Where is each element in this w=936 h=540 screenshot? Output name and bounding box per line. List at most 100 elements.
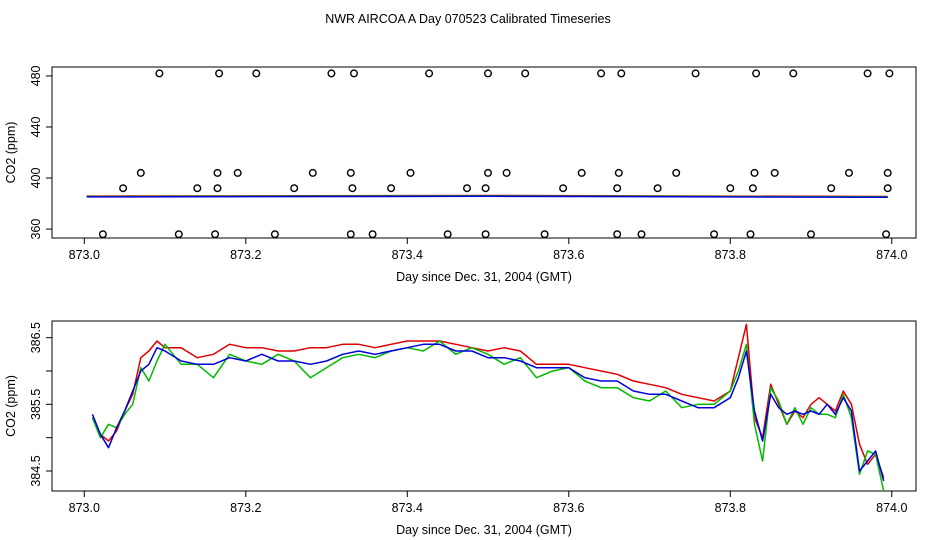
series-line-blue (91, 343, 885, 482)
scatter-point (750, 168, 759, 177)
top-x-tick-label: 873.8 (715, 248, 746, 262)
bottom-y-axis-label: CO2 (ppm) (4, 375, 18, 437)
scatter-point (807, 230, 816, 239)
bottom-x-tick-label: 873.4 (392, 501, 423, 515)
scatter-point (443, 230, 452, 239)
scatter-point (577, 168, 586, 177)
scatter-point (350, 69, 359, 78)
top-panel: 873.0 873.2 873.4 873.6 873.8 874.0 360 400 440… (4, 65, 917, 284)
series-line-green (91, 340, 885, 492)
scatter-point (155, 69, 164, 78)
top-x-tick-label: 873.6 (553, 248, 584, 262)
scatter-point (521, 69, 530, 78)
top-y-tick-label: 360 (29, 219, 43, 240)
top-y-axis: 360 400 440 480 (29, 65, 52, 239)
scatter-point (710, 230, 719, 239)
top-y-tick-label: 440 (29, 117, 43, 138)
scatter-point (348, 184, 357, 193)
scatter-point (746, 230, 755, 239)
scatter-point (863, 69, 872, 78)
scatter-point (174, 230, 183, 239)
scatter-point (637, 230, 646, 239)
scatter-point (827, 184, 836, 193)
scatter-point (845, 168, 854, 177)
scatter-point (653, 184, 662, 193)
top-scatter-points (98, 69, 894, 239)
scatter-point (770, 168, 779, 177)
scatter-point (540, 230, 549, 239)
scatter-point (406, 168, 415, 177)
bottom-y-tick-label: 385.5 (29, 389, 43, 420)
bottom-y-axis: 384.5 385.5 386.5 (29, 322, 52, 487)
scatter-point (213, 184, 222, 193)
scatter-point (463, 184, 472, 193)
scatter-point (211, 230, 220, 239)
bottom-panel: 873.0 873.2 873.4 873.6 873.8 874.0 384.5 385.… (4, 320, 917, 537)
bottom-series-lines (91, 323, 885, 492)
scatter-point (233, 168, 242, 177)
scatter-point (748, 184, 757, 193)
scatter-point (193, 184, 202, 193)
top-series-lines (86, 194, 888, 199)
scatter-point (597, 69, 606, 78)
top-y-axis-label: CO2 (ppm) (4, 122, 18, 184)
scatter-point (213, 168, 222, 177)
bottom-x-axis-label: Day since Dec. 31, 2004 (GMT) (396, 523, 572, 537)
scatter-point (290, 184, 299, 193)
top-x-axis: 873.0 873.2 873.4 873.6 873.8 874.0 (69, 238, 907, 262)
chart-title: NWR AIRCOA A Day 070523 Calibrated Times… (325, 12, 611, 26)
scatter-point (346, 230, 355, 239)
top-plot-frame (51, 66, 917, 239)
top-y-tick-label: 400 (29, 168, 43, 189)
top-x-tick-label: 874.0 (876, 248, 907, 262)
scatter-point (559, 184, 568, 193)
bottom-y-tick-label: 386.5 (29, 322, 43, 353)
scatter-point (691, 69, 700, 78)
bottom-x-tick-label: 873.0 (69, 501, 100, 515)
scatter-point (119, 184, 128, 193)
bottom-y-tick-label: 384.5 (29, 455, 43, 486)
scatter-point (484, 168, 493, 177)
top-x-axis-label: Day since Dec. 31, 2004 (GMT) (396, 270, 572, 284)
top-y-tick-label: 480 (29, 65, 43, 86)
scatter-point (726, 184, 735, 193)
top-x-tick-label: 873.0 (69, 248, 100, 262)
scatter-point (136, 168, 145, 177)
scatter-point (613, 184, 622, 193)
scatter-point (481, 184, 490, 193)
scatter-point (502, 168, 511, 177)
bottom-x-axis: 873.0 873.2 873.4 873.6 873.8 874.0 (69, 491, 907, 515)
scatter-point (308, 168, 317, 177)
top-series-line (86, 195, 888, 199)
series-line-red (91, 323, 885, 478)
bottom-x-tick-label: 873.2 (230, 501, 261, 515)
scatter-point (484, 69, 493, 78)
bottom-x-tick-label: 874.0 (876, 501, 907, 515)
scatter-point (617, 69, 626, 78)
scatter-point (789, 69, 798, 78)
bottom-x-tick-label: 873.6 (553, 501, 584, 515)
scatter-point (672, 168, 681, 177)
scatter-point (614, 168, 623, 177)
scatter-point (270, 230, 279, 239)
bottom-x-tick-label: 873.8 (715, 501, 746, 515)
scatter-point (752, 69, 761, 78)
scatter-point (368, 230, 377, 239)
top-x-tick-label: 873.2 (230, 248, 261, 262)
scatter-point (425, 69, 434, 78)
scatter-point (327, 69, 336, 78)
scatter-point (346, 168, 355, 177)
top-x-tick-label: 873.4 (392, 248, 423, 262)
scatter-point (252, 69, 261, 78)
scatter-point (98, 230, 107, 239)
scatter-point (215, 69, 224, 78)
scatter-point (613, 230, 622, 239)
scatter-point (885, 69, 894, 78)
scatter-point (883, 184, 892, 193)
scatter-point (883, 168, 892, 177)
bottom-plot-frame (51, 320, 917, 492)
scatter-point (882, 230, 891, 239)
scatter-point (481, 230, 490, 239)
scatter-point (387, 184, 396, 193)
